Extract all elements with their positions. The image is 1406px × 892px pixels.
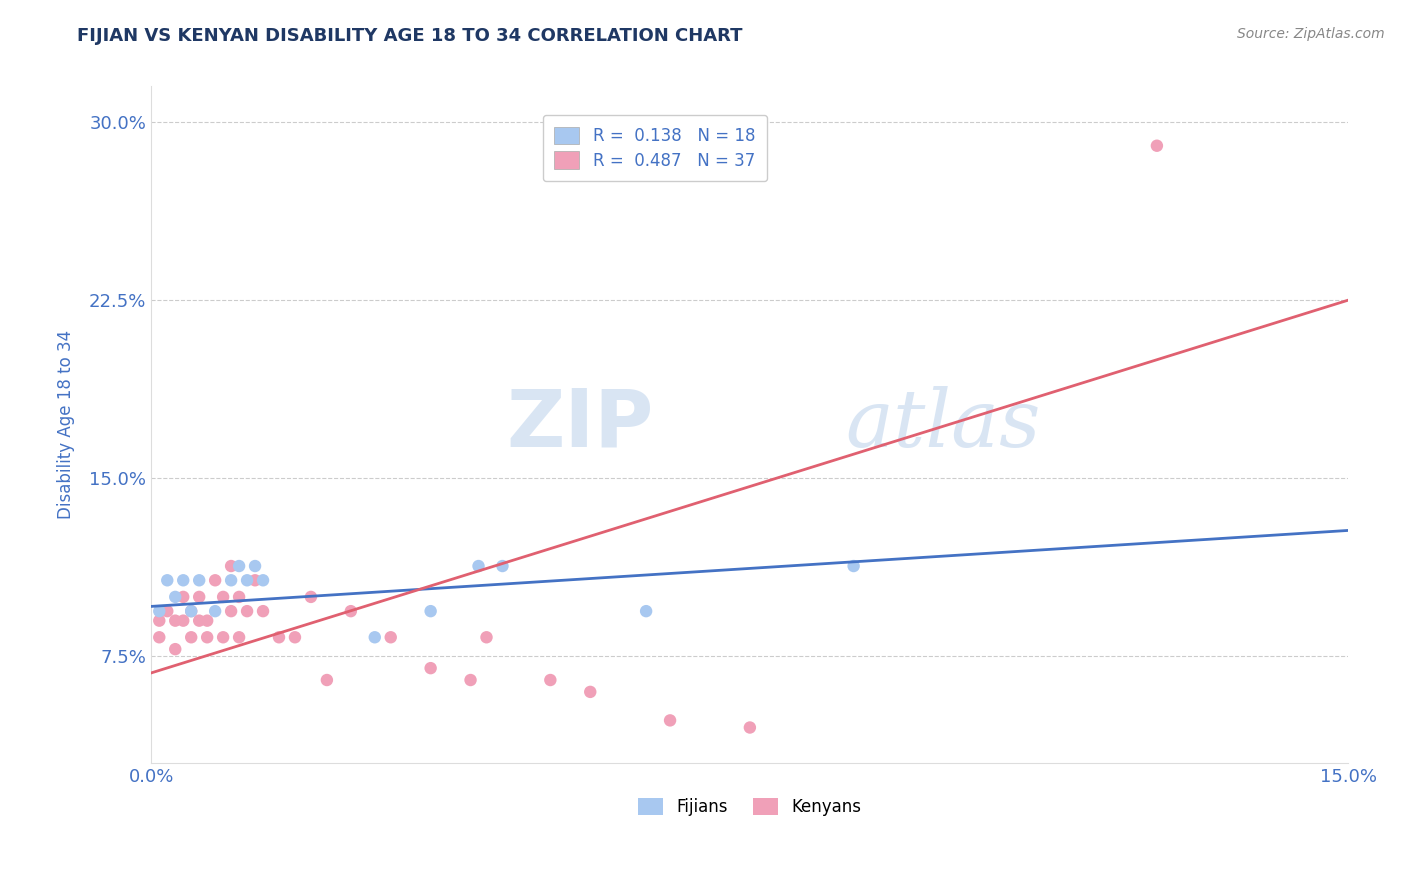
Point [491,559,513,574]
Point [219,574,242,588]
Point [284,630,307,644]
Point [236,574,259,588]
Point [165,590,187,604]
Point [538,673,561,687]
Text: ZIP: ZIP [506,385,654,464]
Point [364,630,387,644]
Point [195,630,218,644]
Point [204,604,226,618]
Point [180,604,202,618]
Y-axis label: Disability Age 18 to 34: Disability Age 18 to 34 [58,330,75,519]
Point [156,574,179,588]
Point [475,630,498,644]
Text: Source: ZipAtlas.com: Source: ZipAtlas.com [1237,27,1385,41]
Point [188,574,211,588]
Point [579,685,602,699]
Point [340,604,363,618]
Legend: Fijians, Kenyans: Fijians, Kenyans [631,791,868,822]
Point [419,604,441,618]
Point [165,642,187,657]
Point [315,673,337,687]
Point [243,559,266,574]
Point [636,604,658,618]
Point [219,604,242,618]
Point [172,614,194,628]
Point [228,590,250,604]
Point [460,673,482,687]
Text: FIJIAN VS KENYAN DISABILITY AGE 18 TO 34 CORRELATION CHART: FIJIAN VS KENYAN DISABILITY AGE 18 TO 34… [77,27,742,45]
Point [148,630,170,644]
Point [467,559,489,574]
Point [172,590,194,604]
Point [148,604,170,618]
Point [212,590,235,604]
Text: atlas: atlas [845,386,1040,464]
Point [842,559,865,574]
Point [180,604,202,618]
Point [180,630,202,644]
Point [172,574,194,588]
Point [212,630,235,644]
Point [380,630,402,644]
Point [243,574,266,588]
Point [188,614,211,628]
Point [148,614,170,628]
Point [267,630,290,644]
Point [419,661,441,675]
Point [659,714,682,728]
Point [228,630,250,644]
Point [1146,138,1168,153]
Point [236,604,259,618]
Point [195,614,218,628]
Point [228,559,250,574]
Point [219,559,242,574]
Point [252,574,274,588]
Point [165,614,187,628]
Point [204,574,226,588]
Point [188,590,211,604]
Point [738,721,761,735]
Point [252,604,274,618]
Point [299,590,322,604]
Point [156,604,179,618]
